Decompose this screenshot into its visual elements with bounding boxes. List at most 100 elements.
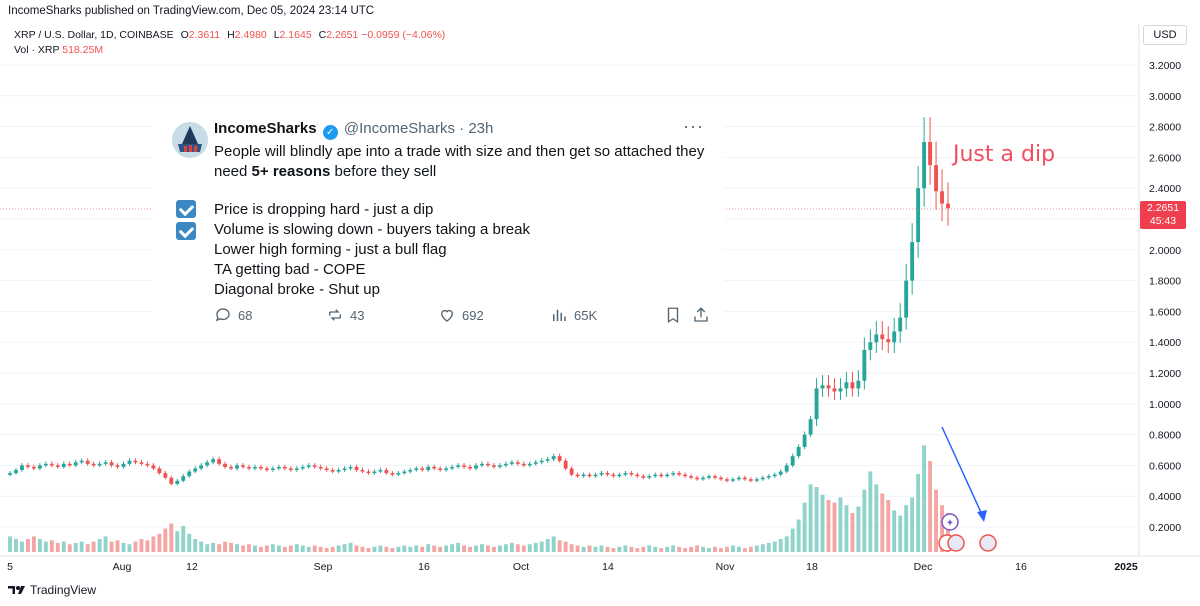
- like-button[interactable]: 692: [438, 306, 484, 324]
- candle-body: [474, 465, 478, 469]
- candle-body: [211, 459, 216, 463]
- volume-bar: [922, 445, 927, 552]
- price-tick-label: 1.2000: [1149, 368, 1181, 380]
- candle-body: [462, 465, 467, 467]
- symbol-title[interactable]: XRP / U.S. Dollar, 1D, COINBASE: [14, 29, 174, 41]
- volume-bar: [611, 548, 616, 552]
- candle-body: [719, 477, 723, 480]
- volume-bar: [25, 539, 30, 552]
- candle-body: [175, 480, 180, 484]
- share-button[interactable]: [692, 306, 710, 324]
- currency-button[interactable]: USD: [1143, 25, 1187, 45]
- volume-bar: [844, 505, 849, 552]
- author-handle[interactable]: @IncomeSharks · 23h: [343, 120, 494, 137]
- candle-body: [300, 466, 305, 469]
- date-tick-label: 5: [7, 561, 13, 573]
- candle-body: [808, 419, 813, 435]
- candle-body: [940, 191, 944, 204]
- candle-body: [217, 459, 222, 464]
- shark-logo-icon: [172, 122, 208, 158]
- candle-body: [91, 463, 96, 466]
- volume-bar: [187, 533, 192, 552]
- event-sparkle-icon[interactable]: [941, 513, 959, 531]
- candle-body: [67, 463, 72, 466]
- sparkle-glyph: ✦: [946, 518, 954, 529]
- tweet-card[interactable]: IncomeSharks ✓ @IncomeSharks · 23h ··· P…: [152, 108, 724, 330]
- volume-bar: [503, 544, 508, 552]
- price-axis[interactable]: 3.20003.00002.80002.60002.40002.20002.00…: [1138, 0, 1181, 556]
- candle-body: [802, 434, 807, 447]
- volume-bar: [760, 544, 765, 552]
- volume-bar: [802, 502, 807, 552]
- volume-bar: [677, 546, 682, 552]
- candle-body: [342, 468, 347, 471]
- candles: [8, 117, 950, 486]
- candle-body: [928, 142, 933, 166]
- repost-button[interactable]: 43: [326, 306, 364, 324]
- candle-body: [521, 463, 526, 466]
- candle-body: [55, 465, 60, 467]
- volume-bar: [683, 548, 688, 552]
- volume-value: 518.25M: [62, 44, 104, 56]
- views-button[interactable]: 65K: [550, 306, 597, 324]
- candle-body: [420, 468, 425, 471]
- event-us-flag-icon[interactable]: [947, 534, 965, 552]
- repost-icon: [329, 309, 341, 321]
- price-tick-label: 2.0000: [1149, 245, 1181, 257]
- candle-body: [730, 479, 735, 481]
- candle-body: [563, 460, 568, 469]
- legend-ohlc-row: XRP / U.S. Dollar, 1D, COINBASE O2.3611 …: [14, 29, 446, 41]
- candle-body: [318, 466, 323, 469]
- volume-bar: [820, 494, 825, 552]
- volume-bars: [8, 445, 950, 552]
- candle-body: [766, 476, 771, 478]
- volume-bar: [193, 539, 198, 552]
- candle-body: [396, 473, 401, 475]
- candle-body: [229, 466, 233, 469]
- volume-bar: [910, 497, 915, 552]
- volume-bar: [689, 546, 694, 552]
- volume-bar: [336, 545, 341, 552]
- tweet-text: People will blindly ape into a trade wit…: [214, 142, 714, 300]
- volume-bar: [235, 544, 239, 552]
- volume-bar: [898, 515, 903, 552]
- tradingview-brand[interactable]: TradingView: [8, 583, 96, 597]
- tweet-actions: 68 43 692 65K: [214, 306, 714, 326]
- candle-body: [898, 317, 903, 332]
- volume-bar: [826, 500, 831, 552]
- candle-body: [121, 463, 126, 467]
- candle-body: [814, 388, 819, 420]
- volume-bar: [456, 542, 461, 552]
- volume-bar: [49, 540, 54, 552]
- volume-bar: [14, 539, 18, 552]
- price-tick-label: 0.4000: [1149, 491, 1181, 503]
- candle-body: [910, 242, 915, 281]
- event-markers[interactable]: ✦: [938, 513, 997, 552]
- time-axis[interactable]: 5 Aug 12 Sep 16 Oct 14 Nov 18 Dec 16 2025: [0, 555, 1200, 573]
- candle-body: [139, 462, 144, 464]
- volume-bar: [306, 546, 311, 552]
- volume-bar: [330, 546, 335, 552]
- candle-body: [258, 466, 263, 469]
- candle-body: [8, 473, 12, 475]
- volume-bar: [181, 526, 186, 552]
- author-name[interactable]: IncomeSharks: [214, 120, 317, 137]
- volume-bar: [402, 545, 407, 552]
- candle-body: [748, 479, 753, 481]
- date-tick-label: 2025: [1114, 561, 1138, 573]
- volume-bar: [880, 493, 885, 552]
- date-tick-label: Oct: [513, 561, 529, 573]
- bookmark-button[interactable]: [664, 306, 682, 324]
- publish-header: IncomeSharks published on TradingView.co…: [0, 0, 1200, 24]
- volume-bar: [384, 546, 389, 552]
- volume-bar: [408, 546, 413, 552]
- tweet-item: Volume is slowing down - buyers taking a…: [214, 221, 530, 238]
- avatar[interactable]: [172, 122, 208, 158]
- more-options-icon[interactable]: ···: [683, 116, 704, 136]
- reply-button[interactable]: 68: [214, 306, 252, 324]
- event-us-flag-icon[interactable]: [979, 534, 997, 552]
- candle-body: [647, 476, 652, 478]
- candle-body: [916, 188, 921, 243]
- candle-body: [796, 446, 801, 457]
- volume-bar: [85, 544, 90, 552]
